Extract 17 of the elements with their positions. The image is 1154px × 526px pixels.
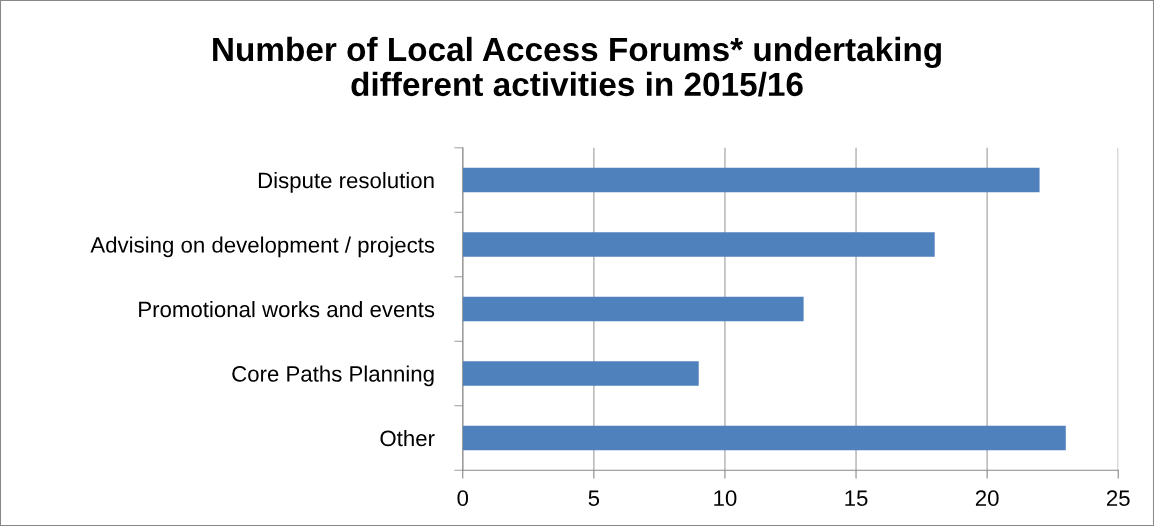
- bar: [462, 232, 935, 257]
- x-tick-label: 0: [457, 490, 469, 507]
- bar: [462, 296, 804, 322]
- y-tick-label: Other: [380, 429, 435, 447]
- bar: [462, 167, 1040, 193]
- y-tick-label: Advising on development / projects: [90, 236, 435, 258]
- y-tick-label: Dispute resolution: [258, 172, 434, 193]
- bar: [462, 425, 1066, 451]
- x-tick-label: 20: [975, 490, 999, 507]
- x-tick-label: 10: [714, 490, 737, 507]
- y-tick-label: Promotional works and events: [139, 300, 435, 318]
- y-tick-label: Core Paths Planning: [232, 365, 434, 387]
- bar: [462, 361, 699, 386]
- x-tick-label: 15: [845, 490, 868, 507]
- x-tick-label: 5: [588, 490, 600, 507]
- x-tick-label: 25: [1106, 490, 1130, 507]
- chart-title: Number of Local Access Forums* undertaking different activities in 2015/16: [213, 36, 941, 97]
